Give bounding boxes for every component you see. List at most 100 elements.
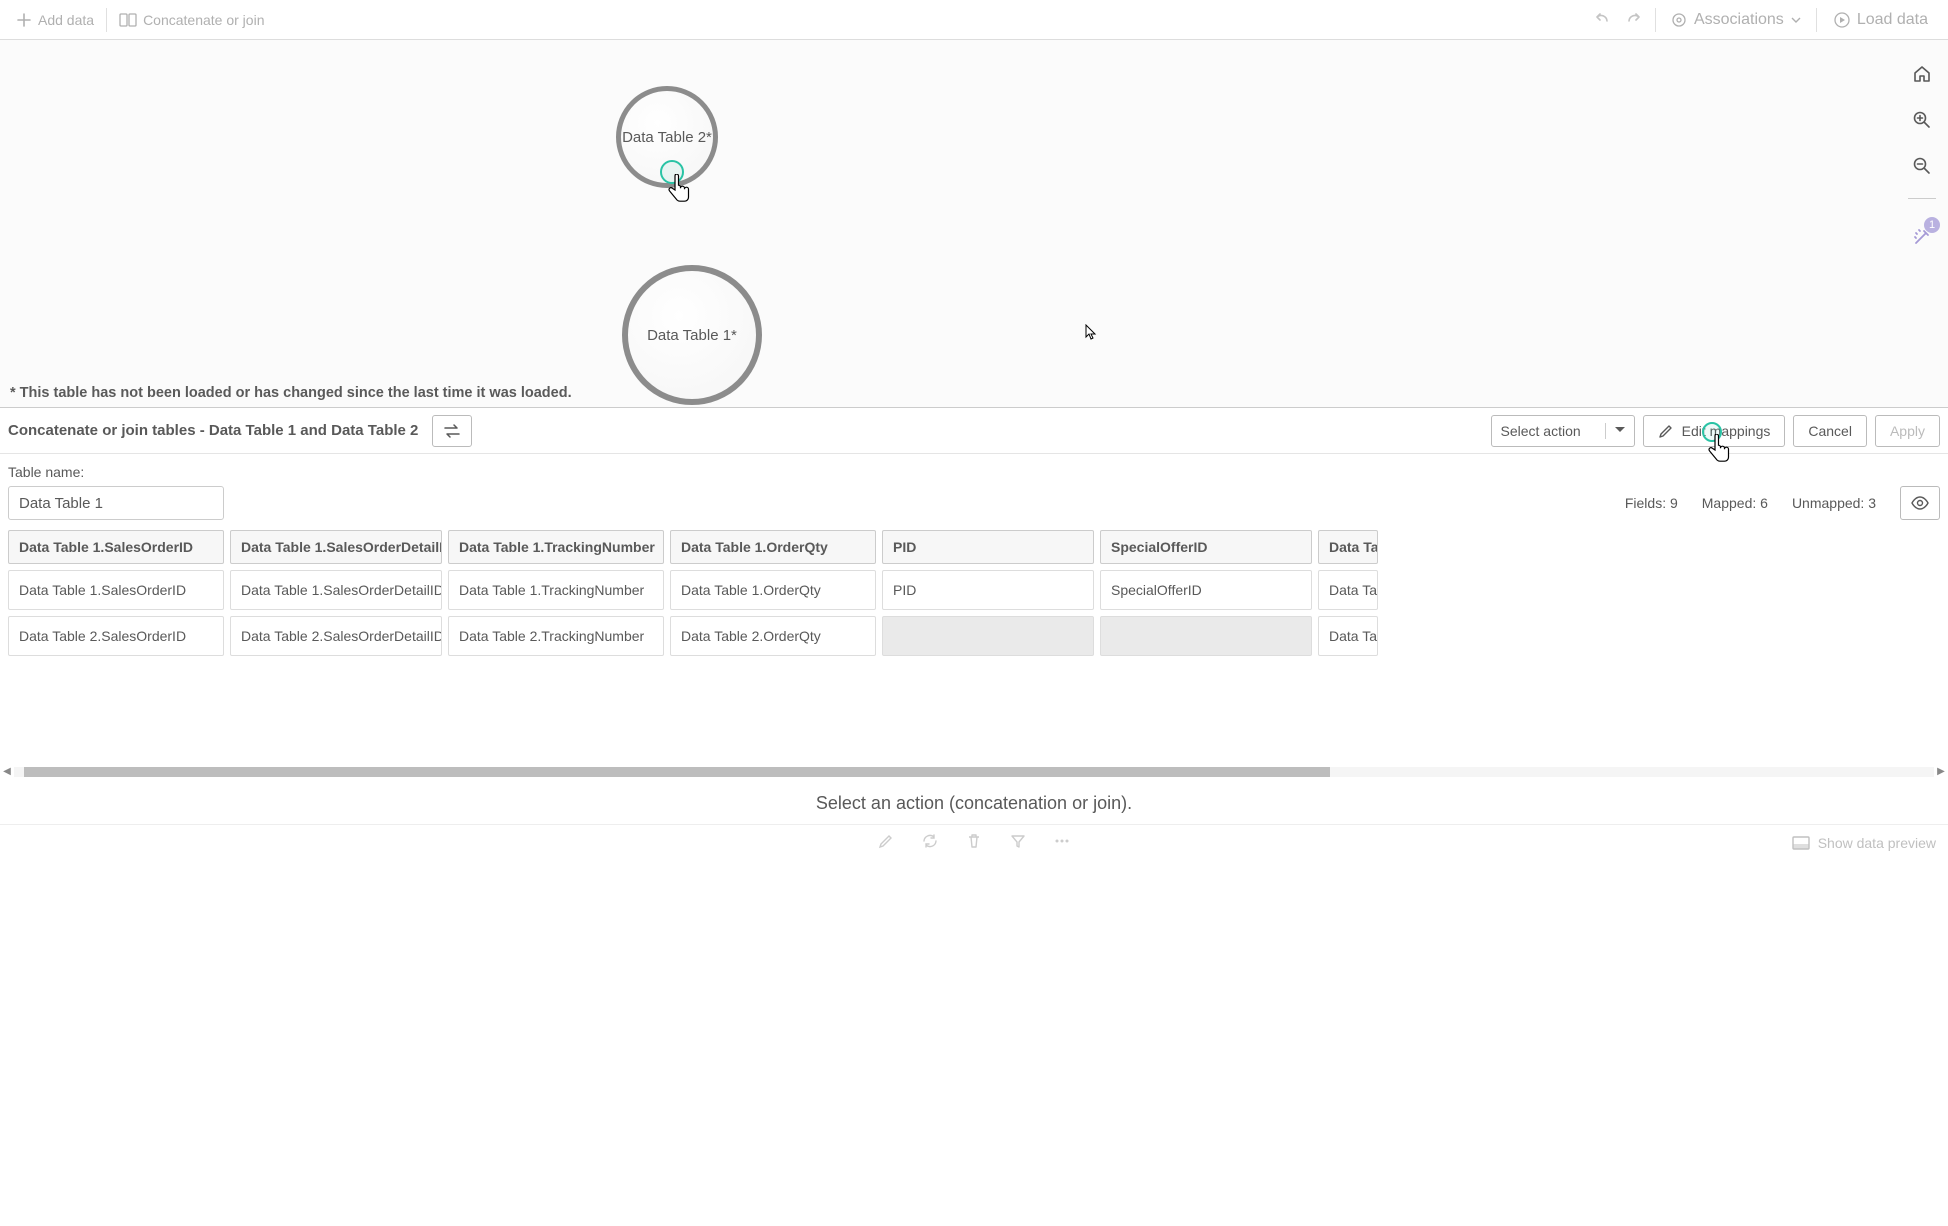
chevron-down-icon — [1614, 424, 1626, 436]
toolbar-separator — [106, 8, 107, 32]
mapping-cell[interactable]: Data Ta — [1318, 570, 1378, 610]
concat-icon — [119, 12, 137, 28]
filter-tool[interactable] — [1009, 832, 1027, 855]
scroll-track[interactable] — [14, 767, 1934, 777]
load-data-label: Load data — [1857, 11, 1928, 29]
edit-mappings-button[interactable]: Edit mappings — [1643, 415, 1786, 447]
pencil-icon — [1658, 423, 1674, 439]
column-header[interactable]: Data Ta — [1318, 530, 1378, 564]
column-header[interactable]: SpecialOfferID — [1100, 530, 1312, 564]
mapping-cell[interactable] — [882, 616, 1094, 656]
stats-row: Fields: 9 Mapped: 6 Unmapped: 3 — [0, 486, 1948, 520]
table-bubble-table1[interactable]: Data Table 1* — [622, 265, 762, 405]
table-bubble-table2[interactable]: Data Table 2* — [616, 86, 718, 188]
mapping-cell[interactable]: Data Table 2.TrackingNumber — [448, 616, 664, 656]
panel-icon — [1792, 836, 1810, 850]
mapping-cell[interactable]: Data Table 2.OrderQty — [670, 616, 876, 656]
bottom-toolbar: Show data preview — [0, 825, 1948, 861]
canvas-tools: 1 — [1902, 58, 1942, 253]
mapping-column: Data Table 1.TrackingNumber Data Table 1.… — [448, 530, 664, 656]
action-bar: Concatenate or join tables - Data Table … — [0, 407, 1948, 454]
column-header[interactable]: Data Table 1.OrderQty — [670, 530, 876, 564]
swap-icon — [442, 423, 462, 439]
apply-button[interactable]: Apply — [1875, 415, 1940, 447]
home-icon — [1912, 64, 1932, 84]
mapping-cell[interactable]: Data Ta — [1318, 616, 1378, 656]
zoom-in-icon — [1912, 110, 1932, 130]
column-header[interactable]: Data Table 1.SalesOrderID — [8, 530, 224, 564]
add-data-button[interactable]: Add data — [6, 8, 104, 32]
mapping-column: SpecialOfferID SpecialOfferID — [1100, 530, 1312, 656]
show-data-preview-button[interactable]: Show data preview — [1792, 835, 1936, 851]
prompt-text: Select an action (concatenation or join)… — [0, 777, 1948, 825]
toolbar-separator — [1655, 8, 1656, 32]
action-bar-title: Concatenate or join tables - Data Table … — [8, 422, 418, 439]
mapping-cell[interactable]: Data Table 1.TrackingNumber — [448, 570, 664, 610]
trash-icon — [965, 832, 983, 850]
toolbar-separator — [1816, 8, 1817, 32]
mapping-cell[interactable]: Data Table 1.SalesOrderID — [8, 570, 224, 610]
column-header[interactable]: Data Table 1.TrackingNumber — [448, 530, 664, 564]
table-name-input[interactable] — [8, 486, 224, 520]
load-data-button[interactable]: Load data — [1819, 11, 1942, 29]
refresh-icon — [921, 832, 939, 850]
play-circle-icon — [1833, 11, 1851, 29]
recommendations-badge: 1 — [1924, 217, 1940, 233]
concat-or-join-button[interactable]: Concatenate or join — [109, 8, 274, 32]
mapping-cell[interactable]: SpecialOfferID — [1100, 570, 1312, 610]
mapping-cell[interactable]: Data Table 2.SalesOrderDetailID — [230, 616, 442, 656]
zoom-out-icon — [1912, 156, 1932, 176]
mapping-cell[interactable]: Data Table 1.SalesOrderDetailID — [230, 570, 442, 610]
delete-tool[interactable] — [965, 832, 983, 855]
refresh-tool[interactable] — [921, 832, 939, 855]
undo-button[interactable] — [1593, 8, 1611, 31]
zoom-out-button[interactable] — [1906, 150, 1938, 182]
filter-icon — [1009, 832, 1027, 850]
column-header[interactable]: PID — [882, 530, 1094, 564]
edit-mappings-label: Edit mappings — [1682, 423, 1771, 439]
footnote-text: * This table has not been loaded or has … — [10, 385, 572, 401]
cancel-button[interactable]: Cancel — [1793, 415, 1867, 447]
undo-redo-group — [1583, 8, 1653, 31]
mapped-stat: Mapped: 6 — [1702, 495, 1768, 511]
associations-button[interactable]: Associations — [1658, 11, 1814, 29]
preview-toggle-button[interactable] — [1900, 486, 1940, 520]
plus-icon — [16, 12, 32, 28]
more-tool[interactable] — [1053, 832, 1071, 855]
mapping-cell[interactable]: Data Table 1.OrderQty — [670, 570, 876, 610]
home-button[interactable] — [1906, 58, 1938, 90]
cursor-pointer-icon — [1085, 324, 1097, 340]
workspace-canvas[interactable]: 1 Data Table 2* Data Table 1* * This tab… — [0, 40, 1948, 407]
scroll-thumb[interactable] — [24, 767, 1330, 777]
unmapped-stat: Unmapped: 3 — [1792, 495, 1876, 511]
chevron-down-icon — [1790, 14, 1802, 26]
tools-divider — [1908, 198, 1936, 199]
redo-button[interactable] — [1625, 8, 1643, 31]
top-toolbar: Add data Concatenate or join Association… — [0, 0, 1948, 40]
mapping-cell[interactable]: PID — [882, 570, 1094, 610]
column-header[interactable]: Data Table 1.SalesOrderDetailID — [230, 530, 442, 564]
edit-tool[interactable] — [877, 832, 895, 855]
associations-icon — [1670, 11, 1688, 29]
table-name-label: Table name: — [8, 464, 1940, 480]
pencil-icon — [877, 832, 895, 850]
mapping-column: Data Table 1.SalesOrderDetailID Data Tabl… — [230, 530, 442, 656]
add-data-label: Add data — [38, 12, 94, 28]
scroll-left-arrow[interactable]: ◀ — [2, 766, 12, 777]
mapping-cell[interactable] — [1100, 616, 1312, 656]
swap-tables-button[interactable] — [432, 415, 472, 447]
table-name-section: Table name: — [0, 454, 1948, 480]
mapping-cell[interactable]: Data Table 2.SalesOrderID — [8, 616, 224, 656]
concat-or-join-label: Concatenate or join — [143, 12, 264, 28]
select-action-label: Select action — [1500, 423, 1580, 439]
more-icon — [1053, 832, 1071, 850]
horizontal-scrollbar[interactable]: ◀ ▶ — [0, 766, 1948, 777]
scroll-right-arrow[interactable]: ▶ — [1936, 766, 1946, 777]
zoom-in-button[interactable] — [1906, 104, 1938, 136]
mapping-grid: Data Table 1.SalesOrderIDData Table 1.Sa… — [0, 520, 1948, 656]
undo-icon — [1593, 8, 1611, 26]
apply-label: Apply — [1890, 423, 1925, 439]
mapping-column: Data Ta Data Ta Data Ta — [1318, 530, 1378, 656]
select-action-dropdown[interactable]: Select action — [1491, 415, 1634, 447]
fields-stat: Fields: 9 — [1625, 495, 1678, 511]
